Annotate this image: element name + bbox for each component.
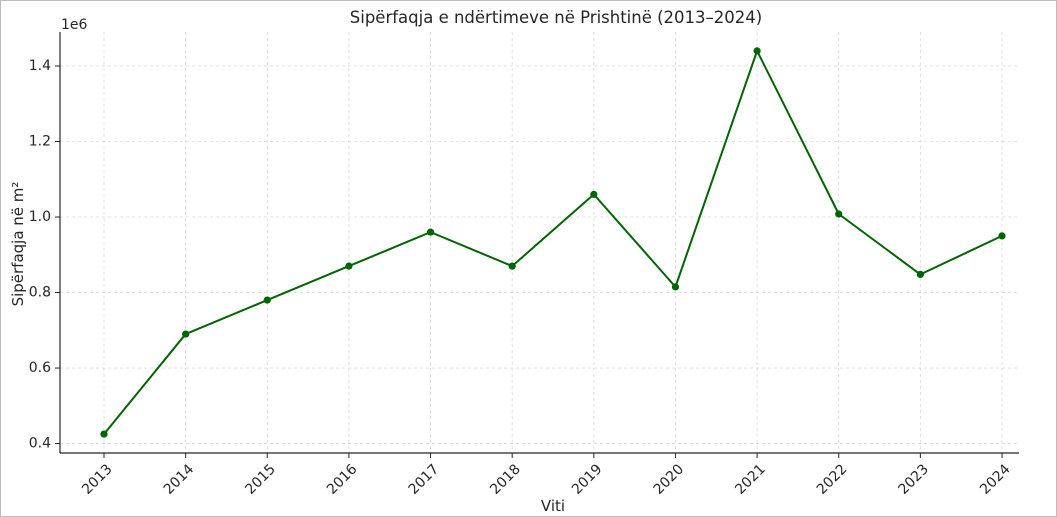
x-tick-label: 2022 [814,461,851,498]
y-tick-label: 0.6 [29,360,51,376]
grid-lines [60,32,1019,453]
data-point [590,190,598,198]
x-tick-label: 2020 [651,461,688,498]
data-point [508,262,516,270]
x-tick-label: 2019 [569,461,606,498]
tick-labels: 2013 2014 2015 2016 2017 2018 2019 2020 2021 2022… [29,58,1014,498]
data-point [916,270,924,279]
x-tick-label: 2023 [896,461,933,498]
x-tick-label: 2024 [977,461,1014,498]
data-point [835,210,843,218]
data-point [345,262,353,270]
series-line [103,49,1003,435]
x-axis-title: Viti [541,497,565,515]
data-series [100,47,1006,438]
x-tick-label: 2014 [161,461,198,498]
data-point [182,330,190,338]
x-tick-label: 2018 [487,461,524,498]
y-tick-label: 1.0 [29,209,51,225]
x-tick-label: 2015 [242,461,279,498]
chart-title: Sipërfaqja e ndërtimeve në Prishtinë (20… [350,8,762,27]
y-axis-title: Sipërfaqja në m² [9,182,27,307]
y-tick-label: 1.4 [29,58,51,74]
data-point [753,47,761,55]
data-point [263,296,271,304]
y-tick-label: 1.2 [29,133,51,149]
data-point [998,232,1006,240]
x-tick-label: 2021 [732,461,769,498]
x-tick-label: 2016 [324,461,361,498]
x-tick-label: 2017 [406,461,443,498]
y-axis-offset-label: 1e6 [61,17,88,33]
axes [55,32,1019,458]
data-point [426,228,435,236]
data-point [100,430,108,438]
y-tick-label: 0.4 [29,436,51,452]
data-point [671,283,680,291]
x-tick-label: 2013 [79,461,116,498]
y-tick-label: 0.8 [29,285,51,301]
